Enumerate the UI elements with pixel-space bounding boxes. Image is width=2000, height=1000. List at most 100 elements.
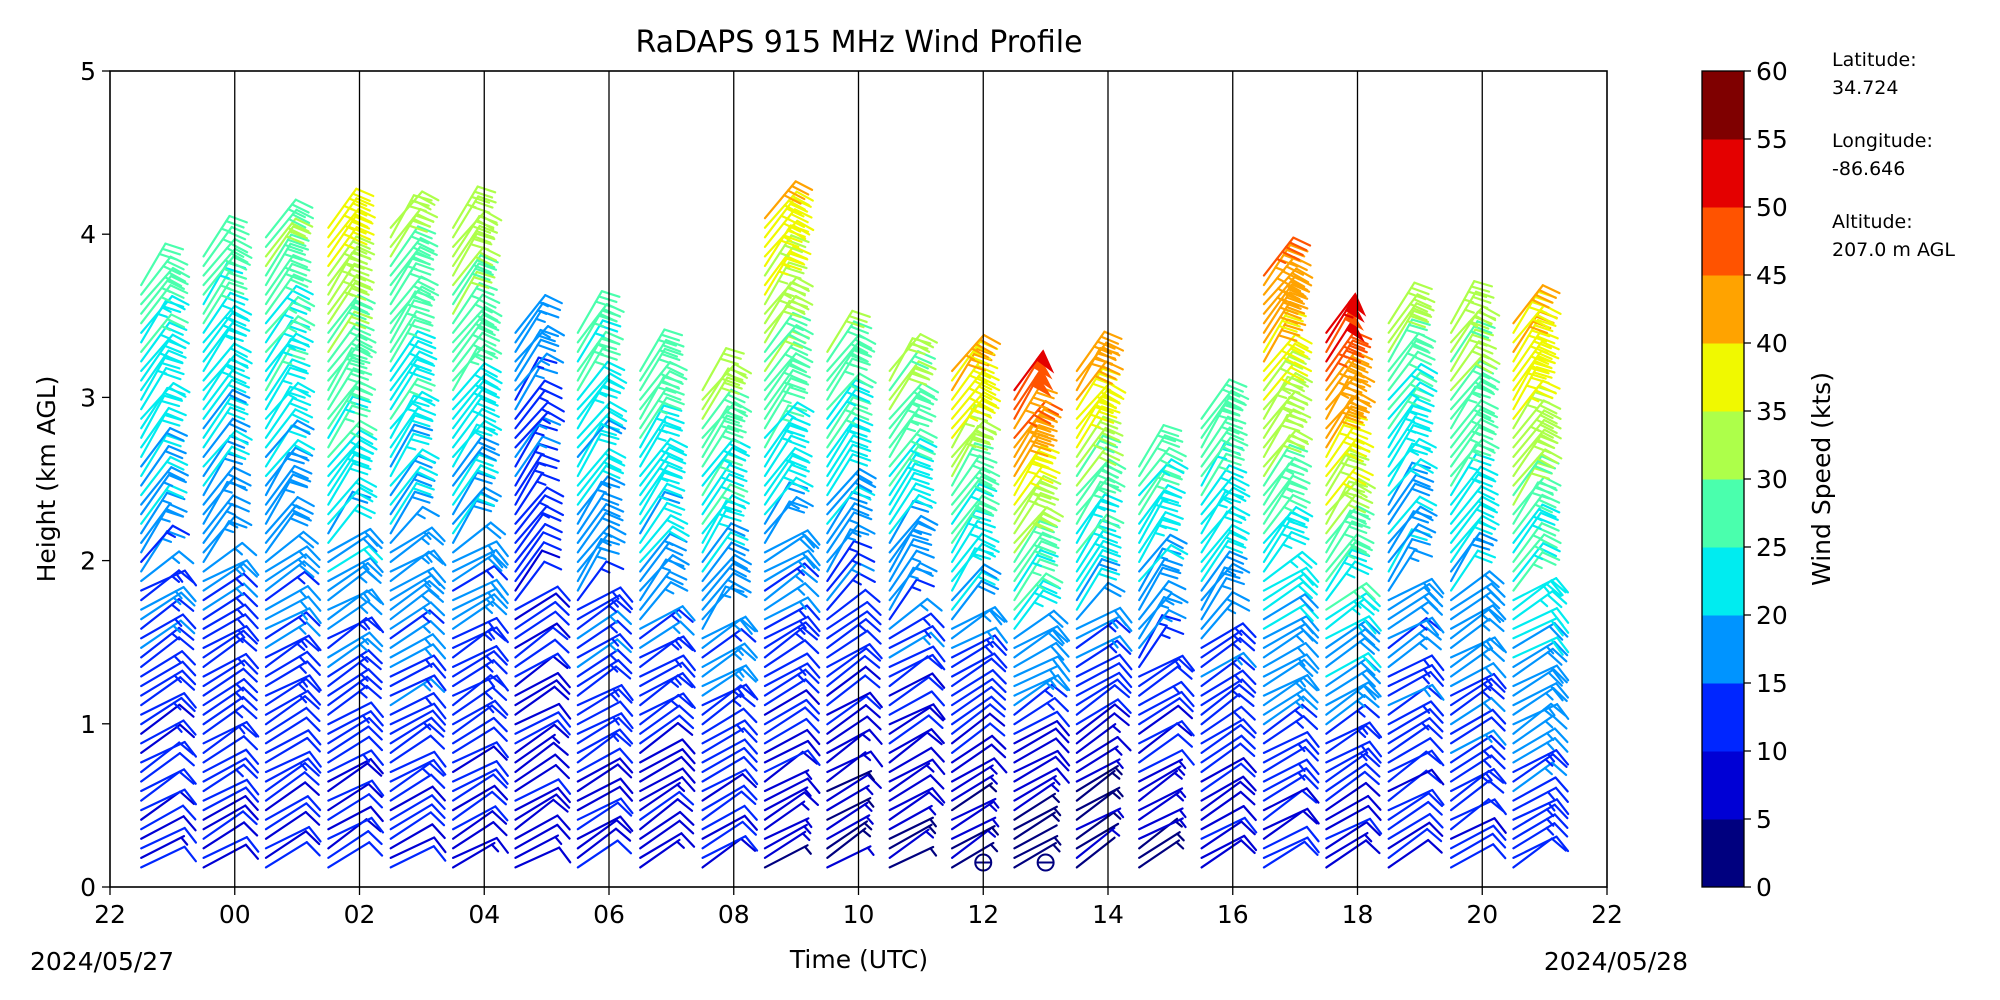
barb-staff (451, 741, 498, 764)
wind-barb (763, 786, 812, 812)
barb-flag (171, 524, 191, 536)
barb-staff (639, 541, 671, 583)
barb-flag (931, 758, 946, 776)
barb-flag (417, 395, 436, 407)
wind-barb (763, 698, 821, 726)
barb-flag (353, 212, 373, 224)
barb-staff (576, 732, 618, 764)
barb-flag (551, 626, 569, 641)
wind-barb (389, 823, 446, 850)
barb-half-flag (236, 617, 245, 627)
barb-flag (295, 332, 314, 344)
wind-barb (264, 689, 322, 716)
barb-staff (140, 815, 185, 840)
barb-flag (993, 757, 1008, 774)
barb-flag (791, 280, 810, 292)
barb-half-flag (989, 765, 998, 775)
barb-flag (484, 525, 502, 540)
barb-staff (576, 423, 603, 468)
barb-staff (264, 695, 307, 726)
wind-barb (389, 709, 447, 735)
barb-flag (618, 747, 634, 764)
barb-staff (888, 367, 917, 411)
barb-half-flag (989, 843, 999, 853)
barb-flag (305, 545, 321, 561)
wind-barb (763, 604, 821, 630)
barb-half-flag (736, 668, 745, 678)
barb-flag (728, 473, 748, 483)
barb-flag (167, 338, 187, 350)
barb-half-flag (281, 351, 293, 357)
barb-flag (615, 599, 632, 614)
barb-flag (977, 547, 997, 558)
wind-barb (763, 549, 821, 573)
barb-flag (976, 480, 996, 491)
barb-flag (856, 342, 876, 353)
barb-flag (790, 356, 810, 368)
barb-half-flag (991, 799, 1000, 809)
barb-staff (389, 432, 415, 478)
barb-flag (481, 446, 501, 457)
barb-staff (826, 434, 855, 478)
barb-staff (327, 562, 369, 592)
barb-flag (601, 507, 621, 518)
barb-staff (763, 295, 798, 334)
wind-barb (202, 652, 260, 678)
barb-staff (389, 423, 416, 468)
barb-staff (701, 814, 746, 840)
barb-staff (451, 293, 484, 334)
barb-half-flag (408, 342, 419, 349)
wind-barb (950, 419, 1002, 458)
wind-barb (576, 819, 632, 850)
barb-half-flag (721, 458, 733, 465)
barb-half-flag (598, 421, 610, 429)
wind-barb (202, 704, 258, 735)
barb-staff (1013, 558, 1041, 602)
barb-staff (950, 380, 984, 420)
barb-flag (667, 455, 687, 465)
wind-barb (826, 610, 882, 640)
barb-staff (327, 830, 370, 859)
barb-flag (851, 443, 872, 453)
barb-staff (451, 397, 482, 439)
barb-staff (327, 262, 356, 306)
wind-barb (576, 633, 634, 659)
barb-staff (826, 320, 856, 363)
barb-staff (264, 716, 308, 745)
barb-flag (790, 234, 810, 244)
barb-flag (806, 652, 821, 669)
barb-flag (170, 466, 189, 477)
barb-staff (826, 814, 871, 840)
barb-flag (481, 293, 501, 304)
barb-half-flag (535, 480, 547, 486)
barb-staff (826, 348, 855, 392)
wind-barb (763, 180, 814, 220)
barb-flag (284, 457, 305, 465)
barb-staff (1013, 834, 1059, 859)
barb-staff (327, 235, 358, 277)
barb-staff (202, 723, 244, 754)
barb-flag (801, 552, 816, 569)
barb-flag (359, 486, 378, 498)
barb-flag (619, 797, 634, 815)
barb-flag (429, 811, 446, 827)
barb-flag (242, 821, 259, 837)
barb-flag (475, 232, 496, 241)
barb-flag (415, 482, 435, 491)
barb-flag (783, 244, 804, 254)
barb-flag (433, 702, 447, 720)
barb-staff (264, 273, 296, 315)
wind-barb (202, 417, 251, 458)
barb-half-flag (794, 574, 804, 583)
barb-half-flag (173, 617, 183, 627)
barb-half-flag (424, 696, 433, 706)
barb-half-flag (657, 409, 669, 415)
barb-flag (476, 314, 495, 326)
wind-barb (1013, 727, 1070, 754)
barb-staff (451, 784, 496, 812)
barb-flag (617, 716, 633, 733)
barb-half-flag (298, 589, 308, 599)
wind-barb (264, 674, 322, 697)
wind-barb (950, 640, 1007, 669)
barb-flag (294, 408, 314, 419)
